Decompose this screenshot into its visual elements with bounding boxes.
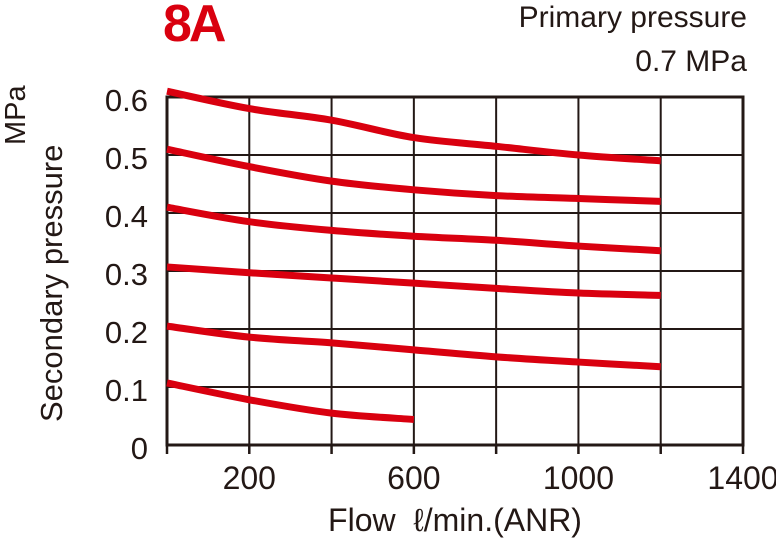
y-tick-label: 0.4 bbox=[104, 199, 148, 234]
curve-set-pressure-0.1 bbox=[166, 379, 415, 423]
plot-frame bbox=[165, 95, 745, 447]
y-tick-label: 0.2 bbox=[104, 315, 148, 350]
primary-pressure-label: Primary pressure bbox=[518, 1, 747, 34]
x-tick-label: 200 bbox=[222, 460, 276, 496]
y-tick-label: 0.6 bbox=[104, 83, 148, 118]
x-tick-label: 600 bbox=[387, 460, 441, 496]
y-tick-label: 0.3 bbox=[104, 257, 148, 292]
x-tick-label: 1000 bbox=[542, 460, 615, 496]
curve-set-pressure-0.6 bbox=[166, 87, 661, 165]
y-tick-label: 0 bbox=[130, 431, 148, 466]
curve-set-pressure-0.5 bbox=[166, 145, 661, 205]
x-axis-title: Flow ℓ/min.(ANR) bbox=[328, 502, 582, 538]
curve-set-pressure-0.4 bbox=[166, 203, 661, 255]
y-tick-label: 0.1 bbox=[104, 373, 148, 408]
chart-model-title: 8A bbox=[163, 0, 227, 53]
curve-set-pressure-0.2 bbox=[166, 322, 661, 371]
curve-set-pressure-0.3 bbox=[166, 263, 661, 299]
y-tick-label: 0.5 bbox=[104, 141, 148, 176]
x-tick-label: 1400 bbox=[707, 460, 776, 496]
primary-pressure-value: 0.7 MPa bbox=[635, 45, 747, 78]
